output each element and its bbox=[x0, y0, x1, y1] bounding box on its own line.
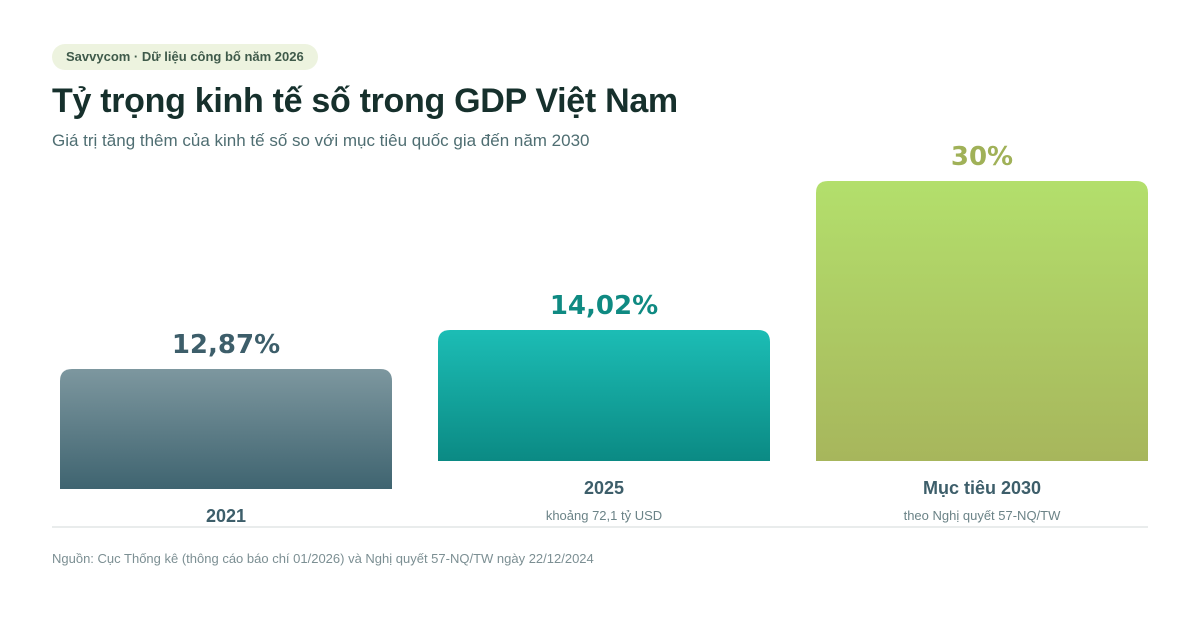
chart-title: Tỷ trọng kinh tế số trong GDP Việt Nam bbox=[52, 82, 678, 120]
source-badge: Savvycom · Dữ liệu công bố năm 2026 bbox=[52, 44, 318, 70]
note-label-1: khoảng 72,1 tỷ USD bbox=[546, 508, 662, 523]
bar-1 bbox=[438, 330, 770, 461]
value-label-2: 30% bbox=[951, 142, 1013, 172]
bar-0 bbox=[60, 369, 392, 489]
bars-layer: 12,87% 2021 14,02% 2025 khoảng 72,1 tỷ USD 30… bbox=[60, 142, 1148, 526]
category-label-2: Mục tiêu 2030 bbox=[923, 478, 1041, 498]
value-label-0: 12,87% bbox=[172, 330, 280, 360]
category-label-1: 2025 bbox=[584, 478, 624, 498]
value-label-1: 14,02% bbox=[550, 291, 658, 321]
note-label-2: theo Nghị quyết 57-NQ/TW bbox=[904, 508, 1062, 523]
source-note: Nguồn: Cục Thống kê (thông cáo báo chí 0… bbox=[52, 551, 594, 566]
category-label-0: 2021 bbox=[206, 506, 246, 526]
chart-subtitle: Giá trị tăng thêm của kinh tế số so với … bbox=[52, 131, 590, 150]
bar-2 bbox=[816, 181, 1148, 461]
